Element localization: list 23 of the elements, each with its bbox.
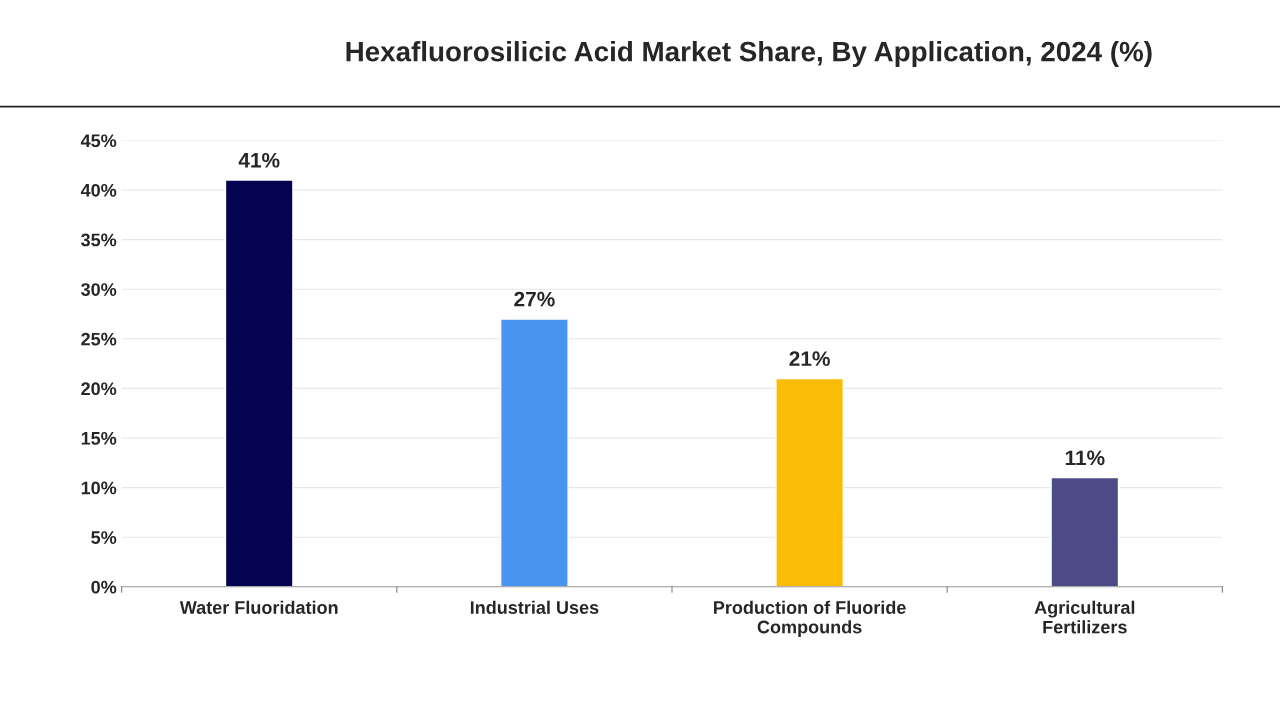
data-label: 21% bbox=[789, 351, 830, 366]
x-tick-label: Production of Fluoride Compounds bbox=[714, 600, 906, 637]
bar bbox=[224, 179, 294, 587]
x-tick-label: Water Fluoridation bbox=[179, 600, 338, 614]
bar bbox=[1050, 476, 1120, 587]
y-tick-label: 40% bbox=[80, 183, 117, 197]
y-tick-label: 35% bbox=[81, 233, 117, 247]
chart-title: Hexafluorosilicic Acid Market Share, By Application, 2024 (%) bbox=[346, 41, 1152, 67]
y-tick-label: 10% bbox=[81, 481, 117, 495]
x-tick-label: Industrial Uses bbox=[470, 600, 599, 614]
y-tick-label: 30% bbox=[81, 283, 117, 296]
bar bbox=[775, 377, 845, 587]
y-tick-label: 0% bbox=[91, 580, 117, 594]
y-tick-label: 20% bbox=[81, 382, 117, 396]
data-label: 11% bbox=[1065, 450, 1105, 466]
y-tick-label: 5% bbox=[91, 531, 117, 544]
data-label: 27% bbox=[514, 291, 555, 307]
bar bbox=[499, 318, 569, 587]
y-tick-label: 45% bbox=[80, 134, 117, 148]
y-tick-label: 25% bbox=[81, 332, 117, 346]
x-tick-label: Agricultural Fertilizers bbox=[1034, 600, 1135, 634]
data-label: 41% bbox=[238, 152, 280, 168]
y-tick-label: 15% bbox=[81, 431, 117, 445]
